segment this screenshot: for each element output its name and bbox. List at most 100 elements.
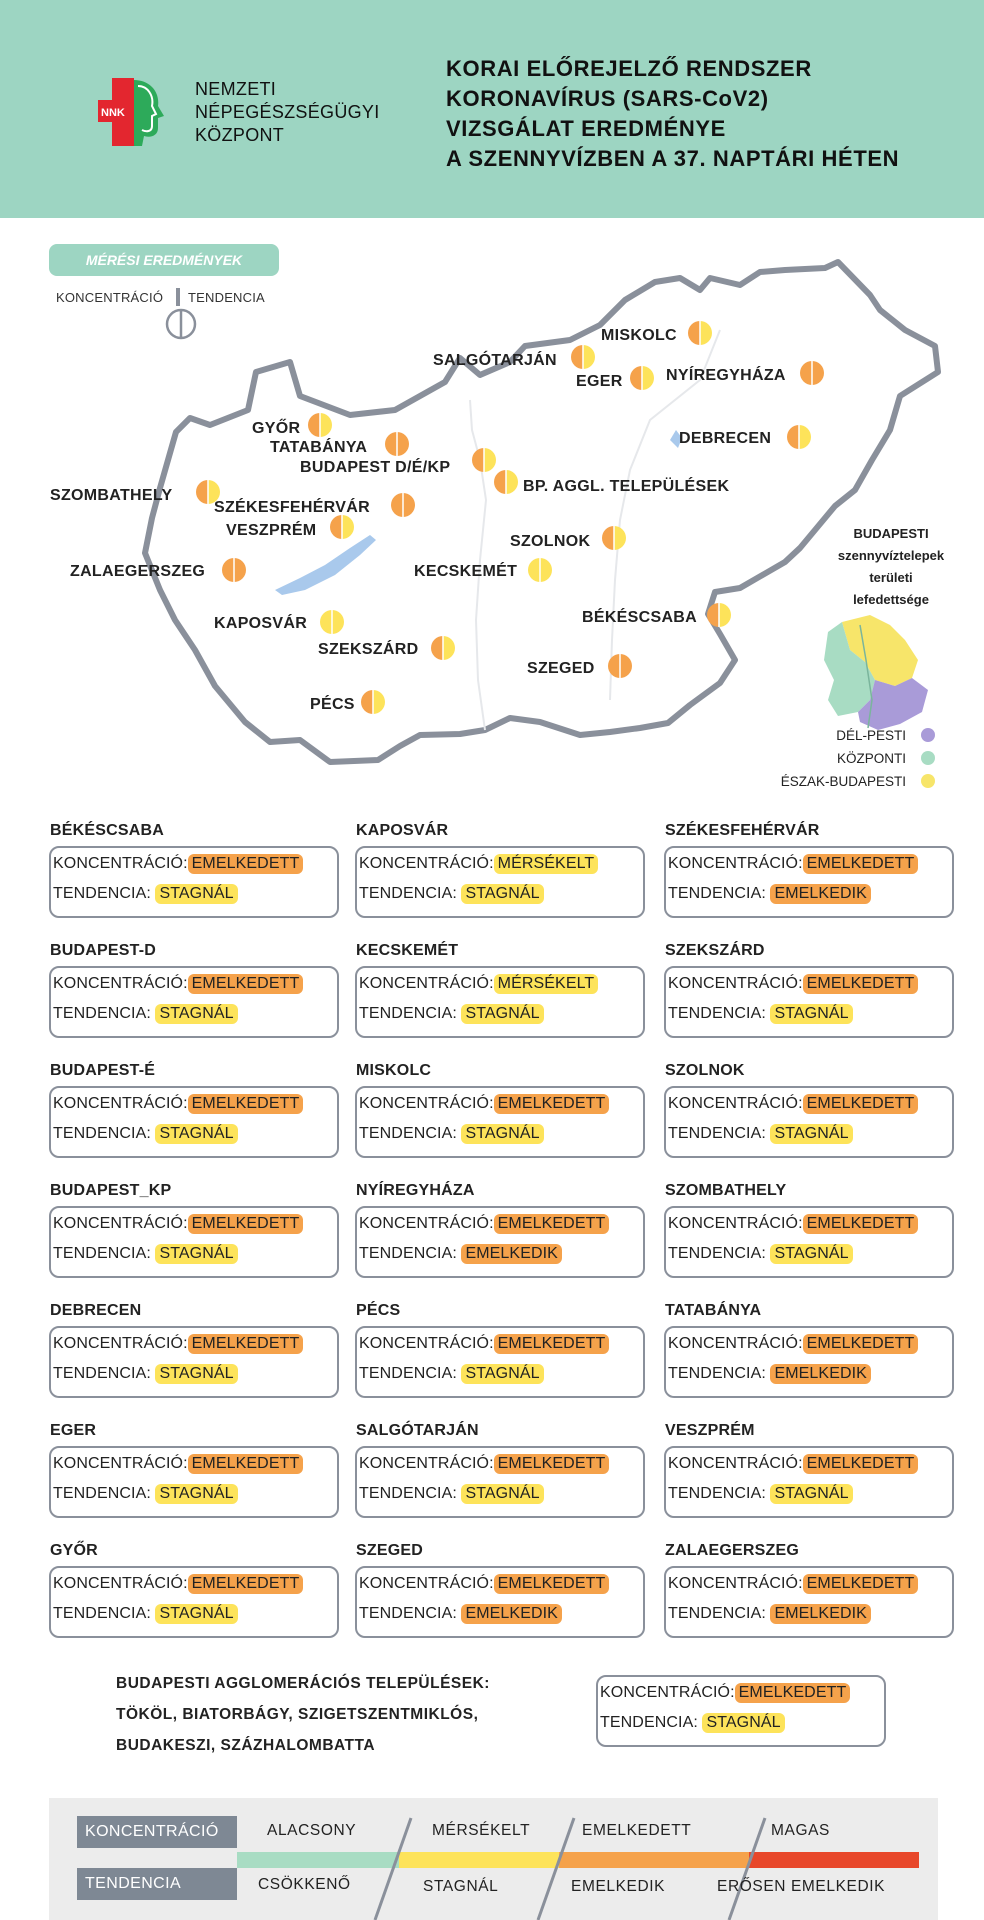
legend-level-2: EMELKEDETT — [582, 1822, 692, 1839]
trend-badge: EMELKEDIK — [461, 1244, 562, 1264]
trend-badge: STAGNÁL — [702, 1713, 785, 1733]
concentration-row: KONCENTRÁCIÓ: EMELKEDETT — [53, 1454, 304, 1474]
map-label-bp-aggl: BP. AGGL. TELEPÜLÉSEK — [523, 476, 729, 495]
trend-badge: EMELKEDIK — [461, 1604, 562, 1624]
card-title-budapest-kp: BUDAPEST_KP — [50, 1182, 172, 1199]
map-marker-budapest-d-e-kp-icon — [472, 448, 496, 472]
concentration-row: KONCENTRÁCIÓ: EMELKEDETT — [668, 1454, 919, 1474]
trend-badge: STAGNÁL — [770, 1484, 853, 1504]
concentration-badge: EMELKEDETT — [187, 1094, 304, 1114]
svg-text:ÉSZAK-BUDAPESTI: ÉSZAK-BUDAPESTI — [781, 774, 906, 789]
result-card-szombathely: KONCENTRÁCIÓ: EMELKEDETT TENDENCIA: STAGNÁ… — [664, 1206, 954, 1278]
result-card-pecs: KONCENTRÁCIÓ: EMELKEDETT TENDENCIA: STAGNÁ… — [355, 1326, 645, 1398]
map-label-szombathely: SZOMBATHELY — [50, 487, 172, 504]
concentration-badge: EMELKEDETT — [802, 1094, 919, 1114]
concentration-row: KONCENTRÁCIÓ: EMELKEDETT — [53, 1574, 304, 1594]
map-label-tatabanya: TATABÁNYA — [270, 437, 367, 456]
concentration-row: KONCENTRÁCIÓ: EMELKEDETT — [359, 1574, 610, 1594]
map-marker-szolnok-icon — [602, 526, 626, 550]
lake-tisza — [670, 430, 682, 448]
legend-level-3: MAGAS — [771, 1822, 830, 1839]
concentration-badge: EMELKEDETT — [802, 854, 919, 874]
trend-row: TENDENCIA: STAGNÁL — [53, 884, 238, 904]
svg-text:NNK: NNK — [101, 107, 125, 119]
trend-row: TENDENCIA: STAGNÁL — [359, 1124, 544, 1144]
concentration-badge: MÉRSÉKELT — [493, 854, 599, 874]
concentration-badge: EMELKEDETT — [187, 974, 304, 994]
trend-badge: STAGNÁL — [770, 1004, 853, 1024]
trend-row: TENDENCIA: STAGNÁL — [359, 1004, 544, 1024]
card-title-pecs: PÉCS — [356, 1302, 401, 1319]
legend-level-1: MÉRSÉKELT — [432, 1822, 531, 1839]
concentration-badge: EMELKEDETT — [187, 1214, 304, 1234]
card-title-szekesfehervar: SZÉKESFEHÉRVÁR — [665, 822, 820, 839]
card-title-szolnok: SZOLNOK — [665, 1062, 745, 1079]
result-card-miskolc: KONCENTRÁCIÓ: EMELKEDETT TENDENCIA: STAGNÁ… — [355, 1086, 645, 1158]
inset-kozponti — [824, 622, 875, 716]
map-label-bekescsaba: BÉKÉSCSABA — [582, 607, 697, 626]
inset-del — [858, 678, 928, 730]
map-marker-kecskemet-icon — [528, 558, 552, 582]
concentration-row: KONCENTRÁCIÓ: EMELKEDETT — [668, 1214, 919, 1234]
concentration-row: KONCENTRÁCIÓ: MÉRSÉKELT — [359, 974, 599, 994]
agglomeration-card: KONCENTRÁCIÓ: EMELKEDETT TENDENCIA: STAGN… — [596, 1675, 886, 1747]
trend-badge: EMELKEDIK — [770, 884, 871, 904]
trend-badge: STAGNÁL — [155, 884, 238, 904]
map-label-zalaegerszeg: ZALAEGERSZEG — [70, 563, 205, 580]
map-marker-gyor-icon — [308, 413, 332, 437]
page-title: KORAI ELŐREJELZŐ RENDSZER KORONAVÍRUS (S… — [446, 56, 900, 171]
concentration-badge: EMELKEDETT — [493, 1094, 610, 1114]
result-card-nyiregyhaza: KONCENTRÁCIÓ: EMELKEDETT TENDENCIA: EMELKE… — [355, 1206, 645, 1278]
result-card-kaposvar: KONCENTRÁCIÓ: MÉRSÉKELT TENDENCIA: STAGNÁL — [355, 846, 645, 918]
trend-badge: STAGNÁL — [155, 1484, 238, 1504]
concentration-badge: EMELKEDETT — [493, 1334, 610, 1354]
trend-row: TENDENCIA: STAGNÁL — [668, 1004, 853, 1024]
key-symbol-icon — [165, 288, 197, 340]
card-title-zalaegerszeg: ZALAEGERSZEG — [665, 1542, 799, 1559]
legend-gradient-bar — [237, 1817, 919, 1920]
result-card-budapest-e: KONCENTRÁCIÓ: EMELKEDETT TENDENCIA: STAGNÁ… — [49, 1086, 339, 1158]
concentration-row: KONCENTRÁCIÓ: EMELKEDETT — [668, 1094, 919, 1114]
trend-badge: STAGNÁL — [155, 1364, 238, 1384]
concentration-badge: EMELKEDETT — [187, 854, 304, 874]
result-card-tatabanya: KONCENTRÁCIÓ: EMELKEDETT TENDENCIA: EMELKE… — [664, 1326, 954, 1398]
result-card-budapest-d: KONCENTRÁCIÓ: EMELKEDETT TENDENCIA: STAGNÁ… — [49, 966, 339, 1038]
map-label-kecskemet: KECSKEMÉT — [414, 561, 517, 580]
card-title-szeged: SZEGED — [356, 1542, 423, 1559]
concentration-badge: EMELKEDETT — [493, 1454, 610, 1474]
map-marker-eger-icon — [630, 366, 654, 390]
trend-row: TENDENCIA: STAGNÁL — [53, 1364, 238, 1384]
trend-badge: STAGNÁL — [155, 1244, 238, 1264]
legend-trend-label: TENDENCIA — [77, 1868, 237, 1900]
map-label-veszprem: VESZPRÉM — [226, 520, 316, 539]
concentration-row: KONCENTRÁCIÓ: EMELKEDETT — [53, 1214, 304, 1234]
concentration-row: KONCENTRÁCIÓ: EMELKEDETT — [359, 1334, 610, 1354]
concentration-row: KONCENTRÁCIÓ: EMELKEDETT — [53, 854, 304, 874]
danube-river — [469, 399, 488, 731]
map-marker-tatabanya-icon — [385, 432, 409, 456]
svg-text:KÖZPONTI: KÖZPONTI — [837, 751, 906, 766]
concentration-row: KONCENTRÁCIÓ: EMELKEDETT — [668, 1574, 919, 1594]
card-title-szombathely: SZOMBATHELY — [665, 1182, 787, 1199]
legend-trend-0: CSÖKKENŐ — [258, 1876, 351, 1893]
kozponti-dot — [921, 751, 935, 765]
trend-row: TENDENCIA: EMELKEDIK — [668, 884, 871, 904]
svg-text:területi: területi — [869, 570, 912, 585]
result-card-szekszard: KONCENTRÁCIÓ: EMELKEDETT TENDENCIA: STAGNÁ… — [664, 966, 954, 1038]
budapest-inset: BUDAPESTI szennyvíztelepek területi lefe… — [781, 526, 945, 789]
nnk-logo-icon: NNK — [98, 78, 164, 146]
result-card-gyor: KONCENTRÁCIÓ: EMELKEDETT TENDENCIA: STAGNÁ… — [49, 1566, 339, 1638]
map-label-szeged: SZEGED — [527, 660, 595, 677]
trend-badge: STAGNÁL — [770, 1244, 853, 1264]
legend-trend-2: EMELKEDIK — [571, 1878, 666, 1895]
trend-row: TENDENCIA: STAGNÁL — [53, 1124, 238, 1144]
result-card-bekescsaba: KONCENTRÁCIÓ: EMELKEDETT TENDENCIA: STAGNÁ… — [49, 846, 339, 918]
trend-row: TENDENCIA: STAGNÁL — [359, 1364, 544, 1384]
map-marker-nyiregyhaza-icon — [800, 361, 824, 385]
trend-badge: STAGNÁL — [461, 1364, 544, 1384]
header-banner: NNK NEMZETI NÉPEGÉSZSÉGÜGYI KÖZPONT KORA… — [0, 0, 984, 218]
result-card-debrecen: KONCENTRÁCIÓ: EMELKEDETT TENDENCIA: STAGNÁ… — [49, 1326, 339, 1398]
card-title-kaposvar: KAPOSVÁR — [356, 822, 449, 839]
concentration-row: KONCENTRÁCIÓ: EMELKEDETT — [668, 854, 919, 874]
trend-row: TENDENCIA: STAGNÁL — [359, 1484, 544, 1504]
